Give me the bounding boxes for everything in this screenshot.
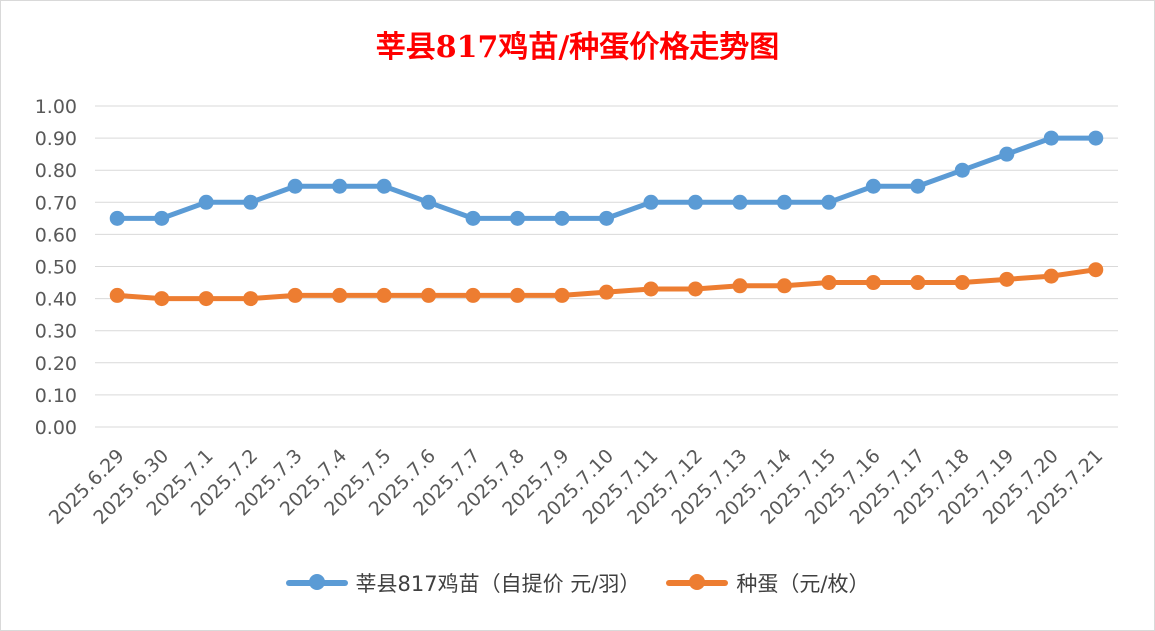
data-point-series-1 bbox=[599, 284, 614, 300]
data-point-series-0 bbox=[687, 194, 703, 210]
y-tick-label: 0.60 bbox=[35, 224, 77, 246]
data-point-series-1 bbox=[954, 275, 970, 291]
data-point-series-0 bbox=[465, 210, 481, 226]
chart-title: 莘县817鸡苗/种蛋价格走势图 bbox=[375, 30, 780, 65]
y-tick-label: 0.20 bbox=[35, 353, 77, 375]
data-point-series-1 bbox=[732, 278, 748, 294]
data-point-series-1 bbox=[554, 287, 570, 303]
data-point-series-1 bbox=[643, 281, 659, 297]
data-point-series-0 bbox=[821, 194, 837, 210]
data-point-series-1 bbox=[999, 271, 1015, 287]
data-point-series-1 bbox=[287, 287, 303, 303]
data-point-series-0 bbox=[243, 194, 259, 210]
y-tick-label: 0.90 bbox=[35, 128, 77, 150]
data-point-series-0 bbox=[732, 194, 748, 210]
data-point-series-0 bbox=[376, 178, 392, 194]
data-point-series-0 bbox=[910, 178, 926, 194]
series-line-0 bbox=[114, 135, 1099, 221]
data-point-series-0 bbox=[599, 210, 614, 226]
data-point-series-1 bbox=[421, 287, 437, 303]
data-point-series-0 bbox=[1043, 130, 1059, 146]
data-point-series-0 bbox=[554, 210, 570, 226]
data-point-series-1 bbox=[821, 275, 837, 291]
data-point-series-0 bbox=[510, 210, 526, 226]
data-point-series-1 bbox=[109, 287, 125, 303]
data-point-series-0 bbox=[776, 194, 792, 210]
y-tick-label: 0.40 bbox=[35, 289, 77, 311]
data-point-series-1 bbox=[376, 287, 392, 303]
legend-label-eggs: 种蛋（元/枚） bbox=[736, 572, 870, 596]
y-tick-label: 0.00 bbox=[35, 417, 77, 439]
legend-item-chicks: 莘县817鸡苗（自提价 元/羽） bbox=[285, 568, 641, 598]
data-point-series-1 bbox=[198, 291, 214, 307]
chart-legend: 莘县817鸡苗（自提价 元/羽） 种蛋（元/枚） bbox=[0, 568, 1155, 598]
y-tick-label: 0.80 bbox=[35, 160, 77, 182]
legend-item-eggs: 种蛋（元/枚） bbox=[666, 568, 869, 598]
y-tick-label: 0.50 bbox=[35, 257, 77, 279]
data-point-series-1 bbox=[910, 275, 926, 291]
data-point-series-1 bbox=[687, 281, 703, 297]
y-tick-label: 0.70 bbox=[35, 192, 77, 214]
data-point-series-1 bbox=[332, 287, 348, 303]
data-point-series-0 bbox=[954, 162, 970, 178]
data-point-series-0 bbox=[198, 194, 214, 210]
data-point-series-0 bbox=[1088, 130, 1104, 146]
data-point-series-1 bbox=[1088, 262, 1104, 278]
data-point-series-1 bbox=[865, 275, 881, 291]
data-point-series-0 bbox=[287, 178, 303, 194]
data-point-series-0 bbox=[109, 210, 125, 226]
y-tick-label: 0.10 bbox=[35, 385, 77, 407]
data-point-series-0 bbox=[332, 178, 348, 194]
y-tick-label: 0.30 bbox=[35, 321, 77, 343]
data-point-series-1 bbox=[776, 278, 792, 294]
legend-label-chicks: 莘县817鸡苗（自提价 元/羽） bbox=[355, 572, 641, 596]
data-point-series-1 bbox=[1043, 268, 1059, 284]
data-point-series-1 bbox=[243, 291, 259, 307]
data-point-series-1 bbox=[510, 287, 526, 303]
data-point-series-0 bbox=[154, 210, 170, 226]
legend-swatch-eggs bbox=[666, 574, 729, 590]
data-point-series-1 bbox=[465, 287, 481, 303]
data-point-series-0 bbox=[643, 194, 659, 210]
data-point-series-0 bbox=[999, 146, 1015, 162]
y-tick-label: 1.00 bbox=[35, 96, 77, 118]
legend-swatch-chicks bbox=[285, 574, 348, 590]
line-chart: 0.00 0.10 0.20 0.30 0.40 0.50 0.60 0.70 0.80 0.90… bbox=[35, 96, 1118, 529]
data-point-series-0 bbox=[865, 178, 881, 194]
data-point-series-1 bbox=[154, 291, 170, 307]
data-point-series-0 bbox=[421, 194, 437, 210]
